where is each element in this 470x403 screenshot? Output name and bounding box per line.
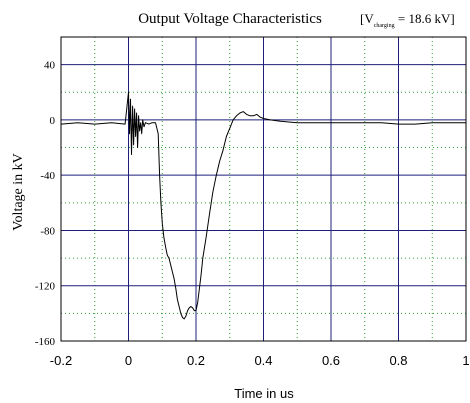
y-tick-label: 40 [44, 60, 56, 72]
x-tick-label: 0 [125, 353, 132, 368]
annotation-subscript: charging [374, 23, 395, 29]
x-tick-label: 0.6 [322, 353, 340, 368]
plot-frame [60, 36, 467, 342]
minor-grid [61, 37, 466, 341]
y-tick-label: -40 [40, 170, 55, 182]
y-axis-label: Voltage in kV [11, 153, 26, 231]
voltage-series-line [60, 91, 466, 320]
y-tick-label: 0 [50, 115, 56, 127]
x-axis-label: Time in us [234, 386, 294, 401]
y-tick-label: -160 [35, 336, 56, 348]
x-tick-label: -0.2 [50, 353, 72, 368]
charging-voltage-annotation: [Vcharging = 18.6 kV] [360, 11, 455, 29]
x-tick-label: 0.4 [254, 353, 272, 368]
chart-title: Output Voltage Characteristics [138, 11, 322, 27]
x-tick-label: 0.2 [187, 353, 205, 368]
x-tick-label: 0.8 [389, 353, 407, 368]
x-tick-label: 1 [462, 353, 469, 368]
annotation-suffix: = 18.6 kV] [395, 11, 455, 26]
series-layer [60, 91, 466, 320]
y-tick-label: -120 [35, 281, 56, 293]
x-tick-labels: -0.2 0 0.2 0.4 0.6 0.8 1 [50, 353, 470, 368]
y-tick-labels: -160 -120 -80 -40 0 40 [35, 60, 56, 348]
annotation-prefix: [V [360, 11, 374, 26]
y-tick-label: -80 [40, 225, 55, 237]
major-grid [61, 37, 466, 341]
